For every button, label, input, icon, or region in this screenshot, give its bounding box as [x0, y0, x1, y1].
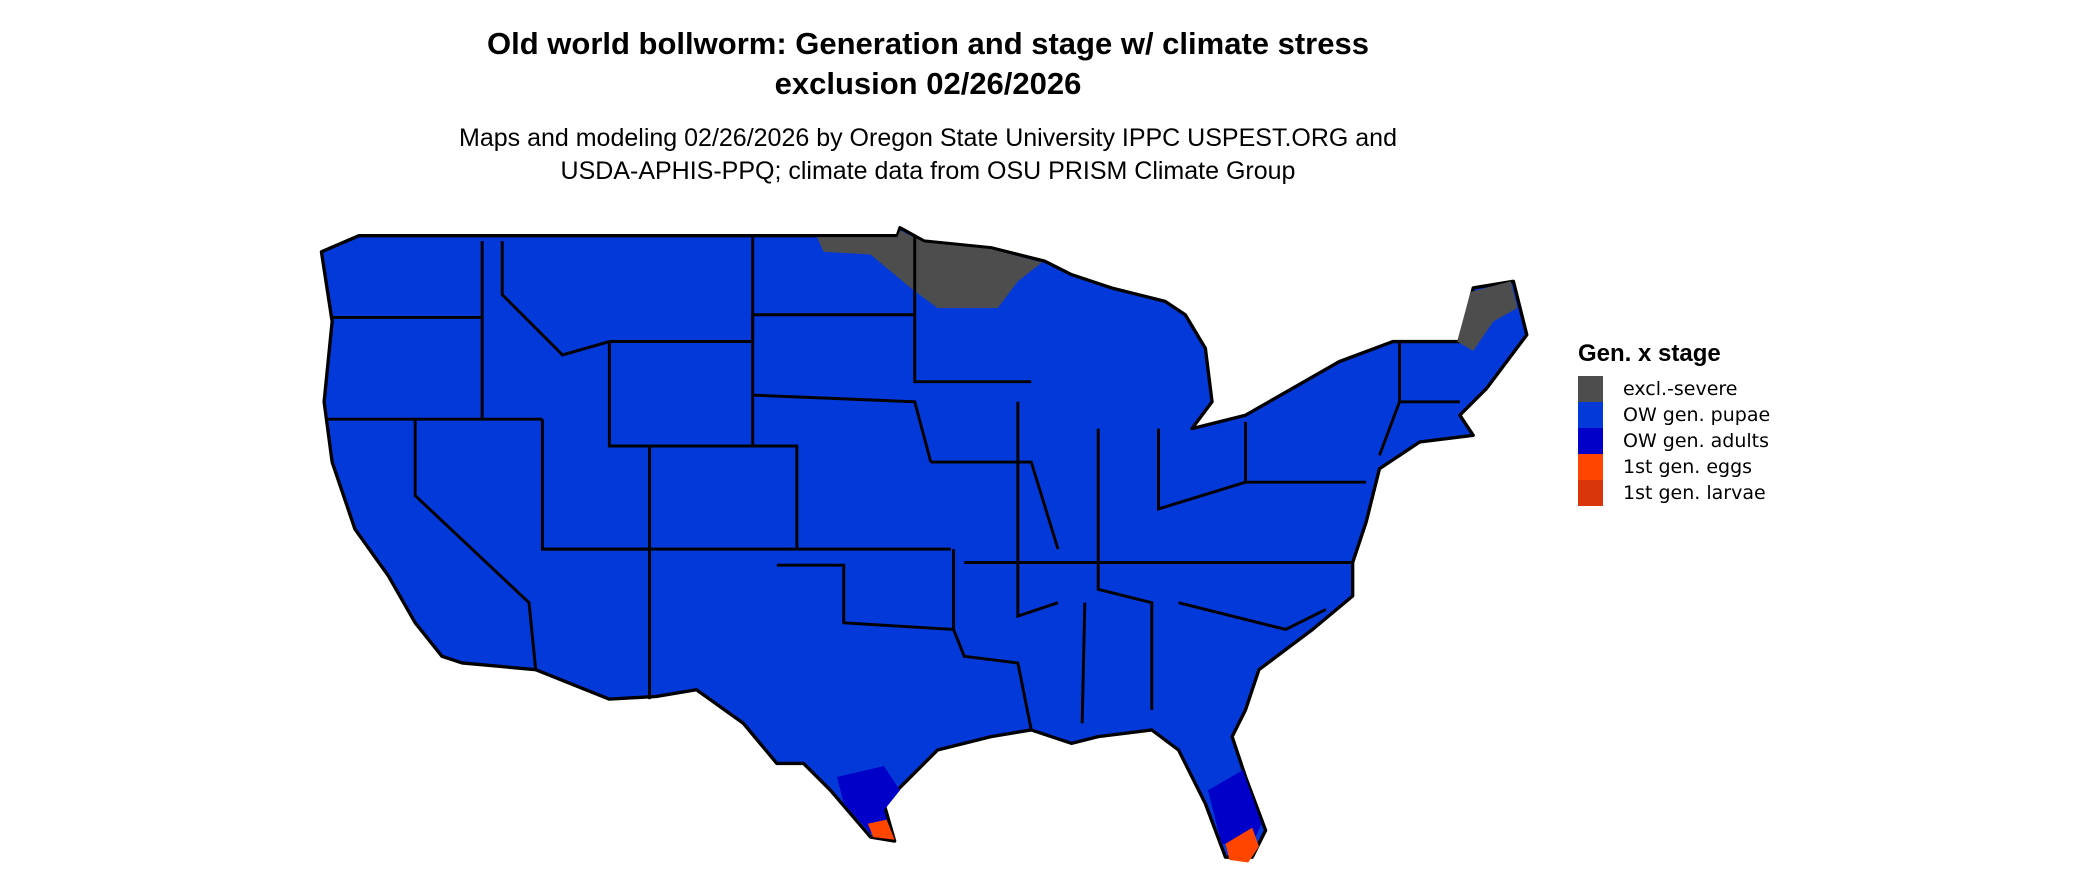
- legend-swatch: [1578, 454, 1603, 480]
- legend-item: excl.-severe: [1578, 376, 1770, 402]
- legend-swatch: [1578, 376, 1603, 402]
- state-borders: [328, 235, 1460, 731]
- excl-severe-region-minnesota: [816, 230, 1042, 309]
- us-outline: [319, 226, 1529, 859]
- title-line-2: exclusion 02/26/2026: [774, 66, 1082, 101]
- legend-title: Gen. x stage: [1578, 340, 1721, 367]
- map-title: Old world bollworm: Generation and stage…: [0, 24, 1856, 104]
- legend: Gen. x stage excl.-severe OW gen. pupae OW…: [1578, 340, 1770, 506]
- legend-label: OW gen. adults: [1623, 430, 1770, 452]
- subtitle-line-1: Maps and modeling 02/26/2026 by Oregon S…: [459, 124, 1397, 152]
- subtitle-line-2: USDA-APHIS-PPQ; climate data from OSU PR…: [560, 157, 1296, 185]
- legend-label: OW gen. pupae: [1623, 404, 1771, 426]
- eggs-region-florida: [1225, 827, 1259, 863]
- legend-swatch: [1578, 402, 1603, 428]
- legend-swatch: [1578, 428, 1603, 454]
- map-subtitle: Maps and modeling 02/26/2026 by Oregon S…: [0, 122, 1856, 188]
- legend-item: OW gen. pupae: [1578, 402, 1770, 428]
- legend-label: 1st gen. larvae: [1623, 482, 1766, 504]
- legend-item: 1st gen. larvae: [1578, 480, 1770, 506]
- ow-adults-region-texas: [837, 766, 900, 838]
- legend-label: 1st gen. eggs: [1623, 456, 1753, 478]
- excl-severe-region-maine: [1457, 281, 1518, 351]
- legend-swatch: [1578, 480, 1603, 506]
- title-line-1: Old world bollworm: Generation and stage…: [487, 26, 1369, 61]
- legend-label: excl.-severe: [1623, 378, 1738, 400]
- legend-item: OW gen. adults: [1578, 428, 1770, 454]
- legend-item: 1st gen. eggs: [1578, 454, 1770, 480]
- ow-adults-region-florida: [1208, 770, 1262, 844]
- eggs-region-texas: [867, 819, 895, 840]
